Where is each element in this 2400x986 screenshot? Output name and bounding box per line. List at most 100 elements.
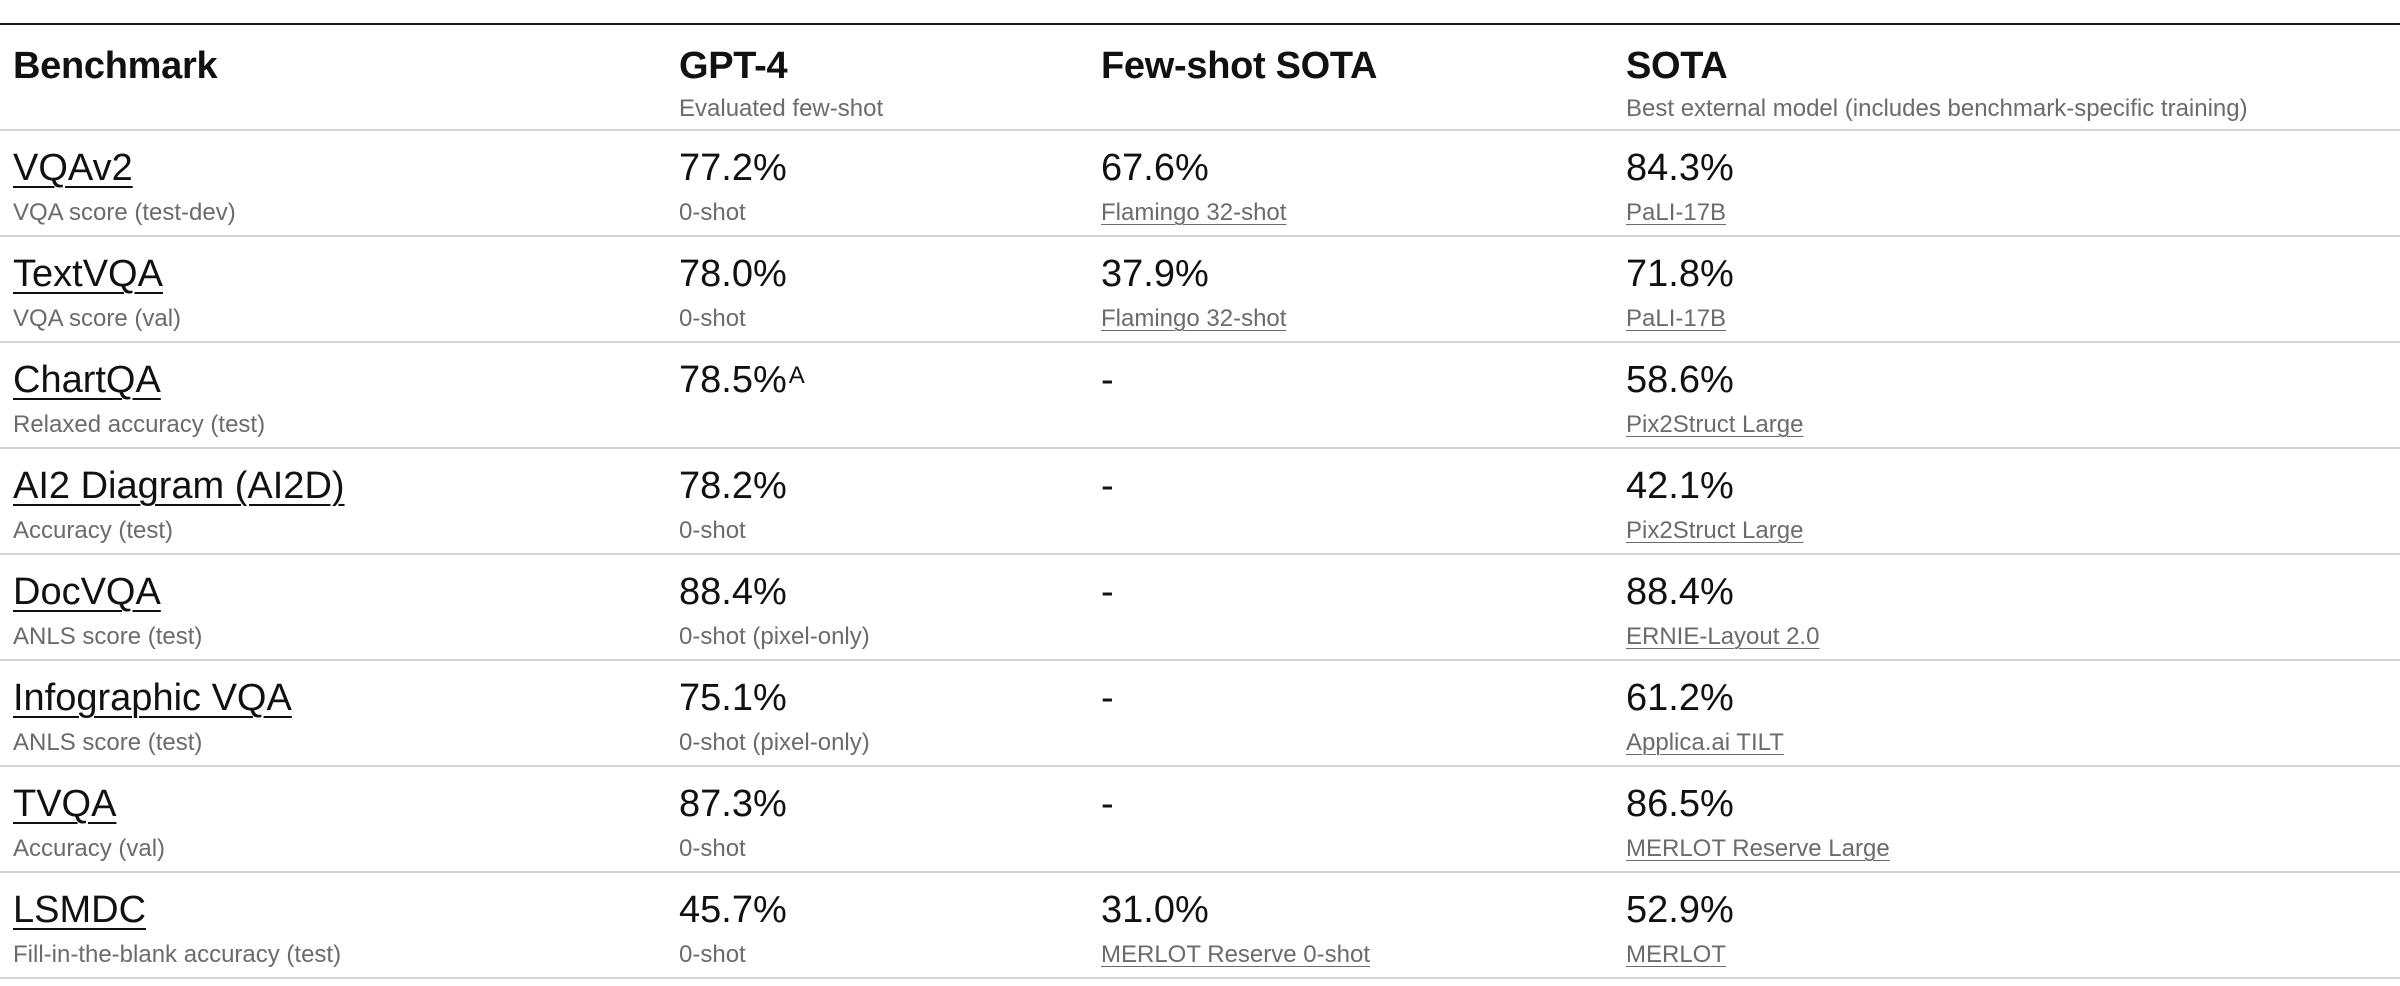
table-row: Infographic VQA ANLS score (test) 75.1% 0-s… [0, 661, 2400, 767]
gpt4-value-text: 87.3% [679, 783, 787, 825]
gpt4-value: 78.0% [679, 250, 1088, 298]
gpt4-cell: 78.0% 0-shot [666, 237, 1088, 341]
header-sota-subtitle: Best external model (includes benchmark-… [1626, 95, 2248, 122]
gpt4-cell: 88.4% 0-shot (pixel-only) [666, 555, 1088, 659]
gpt4-cell: 77.2% 0-shot [666, 131, 1088, 235]
table-row: DocVQA ANLS score (test) 88.4% 0-shot (pixe… [0, 555, 2400, 661]
benchmark-cell: AI2 Diagram (AI2D) Accuracy (test) [0, 449, 666, 553]
benchmark-cell: Infographic VQA ANLS score (test) [0, 661, 666, 765]
sota-model-link[interactable]: Pix2Struct Large [1626, 517, 1804, 544]
gpt4-note: 0-shot [679, 835, 746, 862]
gpt4-value-text: 75.1% [679, 677, 787, 719]
benchmark-link[interactable]: Infographic VQA [13, 677, 292, 719]
fewshot-cell: - [1088, 343, 1613, 447]
fewshot-cell: - [1088, 661, 1613, 765]
sota-cell: 61.2% Applica.ai TILT [1613, 661, 2400, 765]
benchmark-metric: Fill-in-the-blank accuracy (test) [13, 941, 342, 968]
benchmark-link[interactable]: AI2 Diagram (AI2D) [13, 465, 345, 507]
benchmark-metric: Accuracy (val) [13, 835, 166, 862]
sota-value: 58.6% [1626, 359, 1734, 401]
fewshot-model-link[interactable]: Flamingo 32-shot [1101, 305, 1287, 332]
gpt4-value: 77.2% [679, 144, 1088, 192]
fewshot-model-link[interactable]: Flamingo 32-shot [1101, 199, 1287, 226]
gpt4-note: 0-shot (pixel-only) [679, 623, 870, 650]
benchmark-link[interactable]: ChartQA [13, 359, 161, 401]
benchmark-cell: TextVQA VQA score (val) [0, 237, 666, 341]
gpt4-cell: 87.3% 0-shot [666, 767, 1088, 871]
gpt4-value: 75.1% [679, 674, 1088, 722]
table-row: VQAv2 VQA score (test-dev) 77.2% 0-shot 67.6… [0, 131, 2400, 237]
table-row: AI2 Diagram (AI2D) Accuracy (test) 78.2% 0-… [0, 449, 2400, 555]
sota-cell: 42.1% Pix2Struct Large [1613, 449, 2400, 553]
benchmark-metric: ANLS score (test) [13, 623, 203, 650]
sota-model-link[interactable]: Pix2Struct Large [1626, 411, 1804, 438]
fewshot-value: - [1101, 571, 1114, 613]
sota-cell: 71.8% PaLI-17B [1613, 237, 2400, 341]
gpt4-cell: 78.2% 0-shot [666, 449, 1088, 553]
fewshot-cell: 31.0% MERLOT Reserve 0-shot [1088, 873, 1613, 977]
benchmark-metric: VQA score (val) [13, 305, 182, 332]
header-fewshot: Few-shot SOTA [1088, 25, 1613, 129]
table-row: LSMDC Fill-in-the-blank accuracy (test) 45… [0, 873, 2400, 979]
benchmark-cell: VQAv2 VQA score (test-dev) [0, 131, 666, 235]
benchmark-link[interactable]: TVQA [13, 783, 117, 825]
sota-model-link[interactable]: MERLOT Reserve Large [1626, 835, 1890, 862]
sota-model-link[interactable]: ERNIE-Layout 2.0 [1626, 623, 1820, 650]
benchmark-cell: TVQA Accuracy (val) [0, 767, 666, 871]
sota-value: 52.9% [1626, 889, 1734, 931]
benchmark-link[interactable]: VQAv2 [13, 147, 133, 189]
benchmark-link[interactable]: TextVQA [13, 253, 163, 295]
gpt4-value-text: 78.2% [679, 465, 787, 507]
gpt4-value: 78.5%A [679, 356, 1088, 404]
sota-value: 61.2% [1626, 677, 1734, 719]
fewshot-value: 67.6% [1101, 147, 1209, 189]
header-sota: SOTA Best external model (includes bench… [1613, 25, 2400, 129]
table-row: TextVQA VQA score (val) 78.0% 0-shot 37.9% Fl… [0, 237, 2400, 343]
gpt4-cell: 45.7% 0-shot [666, 873, 1088, 977]
fewshot-value: 37.9% [1101, 253, 1209, 295]
benchmark-cell: DocVQA ANLS score (test) [0, 555, 666, 659]
header-gpt4-title: GPT-4 [679, 45, 788, 87]
benchmark-metric: ANLS score (test) [13, 729, 203, 756]
sota-value: 86.5% [1626, 783, 1734, 825]
gpt4-value-text: 88.4% [679, 571, 787, 613]
sota-model-link[interactable]: Applica.ai TILT [1626, 729, 1784, 756]
sota-cell: 58.6% Pix2Struct Large [1613, 343, 2400, 447]
table-row: ChartQA Relaxed accuracy (test) 78.5%A -58.… [0, 343, 2400, 449]
benchmark-link[interactable]: DocVQA [13, 571, 161, 613]
gpt4-value-text: 78.0% [679, 253, 787, 295]
sota-model-link[interactable]: MERLOT [1626, 941, 1727, 968]
gpt4-value: 45.7% [679, 886, 1088, 934]
sota-cell: 84.3% PaLI-17B [1613, 131, 2400, 235]
benchmark-link[interactable]: LSMDC [13, 889, 147, 931]
fewshot-value: 31.0% [1101, 889, 1209, 931]
sota-cell: 88.4% ERNIE-Layout 2.0 [1613, 555, 2400, 659]
table-header-row: Benchmark GPT-4 Evaluated few-shot Few-s… [0, 25, 2400, 131]
gpt4-note: 0-shot [679, 941, 746, 968]
table-body: VQAv2 VQA score (test-dev) 77.2% 0-shot 67.6… [0, 131, 2400, 979]
benchmark-cell: LSMDC Fill-in-the-blank accuracy (test) [0, 873, 666, 977]
fewshot-value: - [1101, 359, 1114, 401]
header-benchmark-title: Benchmark [13, 45, 218, 87]
sota-model-link[interactable]: PaLI-17B [1626, 199, 1727, 226]
fewshot-cell: - [1088, 449, 1613, 553]
gpt4-cell: 75.1% 0-shot (pixel-only) [666, 661, 1088, 765]
header-gpt4-subtitle: Evaluated few-shot [679, 95, 884, 122]
fewshot-cell: - [1088, 555, 1613, 659]
fewshot-cell: 37.9% Flamingo 32-shot [1088, 237, 1613, 341]
sota-model-link[interactable]: PaLI-17B [1626, 305, 1727, 332]
fewshot-cell: - [1088, 767, 1613, 871]
footnote-marker[interactable]: A [788, 362, 805, 389]
header-benchmark: Benchmark [0, 25, 666, 129]
fewshot-model-link[interactable]: MERLOT Reserve 0-shot [1101, 941, 1370, 968]
header-fewshot-title: Few-shot SOTA [1101, 45, 1378, 87]
fewshot-cell: 67.6% Flamingo 32-shot [1088, 131, 1613, 235]
gpt4-value: 88.4% [679, 568, 1088, 616]
fewshot-value: - [1101, 677, 1114, 719]
gpt4-note: 0-shot [679, 517, 746, 544]
gpt4-note: 0-shot [679, 305, 746, 332]
sota-cell: 52.9% MERLOT [1613, 873, 2400, 977]
gpt4-note: 0-shot [679, 199, 746, 226]
benchmark-metric: VQA score (test-dev) [13, 199, 236, 226]
gpt4-value: 87.3% [679, 780, 1088, 828]
